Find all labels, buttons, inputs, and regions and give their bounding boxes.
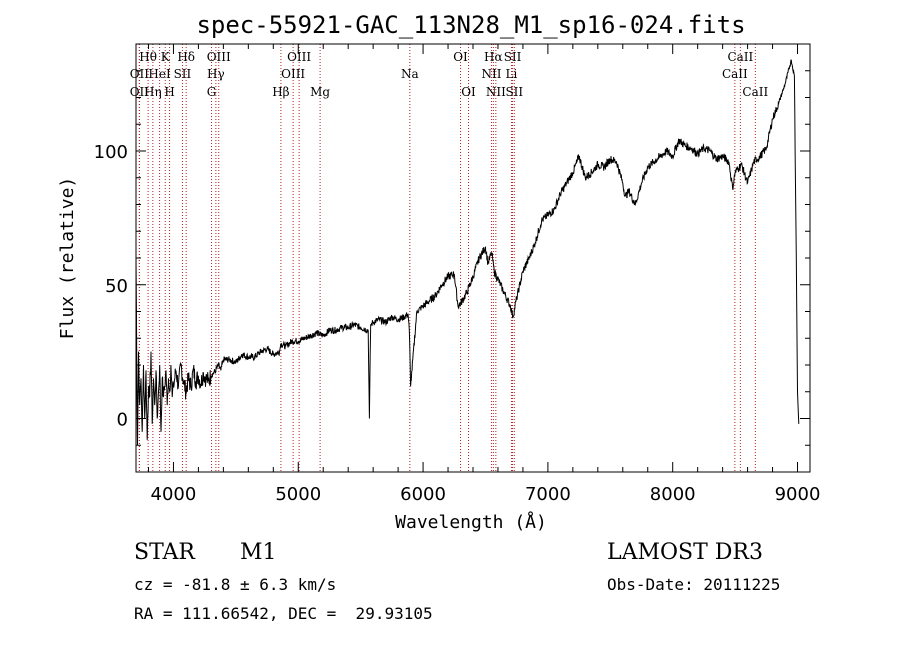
survey-name: LAMOST DR3 [607,540,763,565]
plot-frame [135,43,811,473]
x-tick-label-4000: 4000 [151,484,197,505]
emission-line-label-24: SII [505,85,523,99]
y-tick-label-100: 100 [94,142,128,163]
emission-line-label-10: Hγ [207,67,225,81]
spectrum-chart: spec-55921-GAC_113N28_M1_sp16-024.fits H… [57,11,821,533]
emission-line-label-2: OII [130,85,150,99]
y-axis-label: Flux (relative) [57,177,78,340]
emission-line-label-5: Hη [144,85,162,99]
emission-line-markers [138,44,756,472]
object-class: STAR [134,540,195,565]
emission-line-label-18: OI [461,85,476,99]
x-tick-label-8000: 8000 [650,484,696,505]
emission-line-label-1: OII [130,67,150,81]
coordinates: RA = 111.66542, DEC = 29.93105 [134,604,433,623]
y-tick-label-0: 0 [117,410,128,431]
y-tick-label-50: 50 [105,276,128,297]
emission-line-label-7: SII [174,67,192,81]
emission-line-label-15: Mg [310,85,330,99]
emission-line-label-25: CaII [727,50,753,64]
chart-title: spec-55921-GAC_113N28_M1_sp16-024.fits [196,11,745,39]
spectrum-series [135,59,800,446]
object-subclass: M1 [240,540,277,565]
emission-line-label-9: OIII [207,50,231,64]
spectrum-line [135,59,800,446]
redshift-value: cz = -81.8 ± 6.3 km/s [134,575,337,594]
x-tick-label-9000: 9000 [775,484,821,505]
emission-line-label-16: Na [401,67,419,81]
emission-line-label-14: Hβ [272,85,289,99]
y-axis-ticks: 0 50 100 [94,43,810,473]
x-tick-label-5000: 5000 [275,484,321,505]
emission-line-label-0: Hθ [139,50,157,64]
emission-line-label-19: Hα [484,50,503,64]
emission-line-label-11: G [207,85,217,99]
emission-line-label-6: Hδ [177,50,195,64]
emission-line-label-3: K [161,50,171,64]
emission-line-label-13: OIII [281,67,305,81]
emission-line-label-21: NII [486,85,506,99]
emission-line-label-22: SII [504,50,522,64]
emission-line-label-23: Li [506,67,518,81]
emission-line-label-8: H [164,85,174,99]
emission-line-label-27: CaII [742,85,768,99]
emission-line-label-20: NII [481,67,501,81]
emission-line-label-12: OIII [287,50,311,64]
emission-line-label-17: OI [453,50,468,64]
emission-line-label-26: CaII [722,67,748,81]
observation-date: Obs-Date: 20111225 [607,575,781,594]
x-axis-label: Wavelength (Å) [395,511,547,533]
x-tick-label-6000: 6000 [400,484,446,505]
x-tick-label-7000: 7000 [525,484,571,505]
x-axis-ticks: 4000 5000 6000 7000 8000 9000 [147,44,821,505]
emission-line-label-4: HeI [148,67,171,81]
